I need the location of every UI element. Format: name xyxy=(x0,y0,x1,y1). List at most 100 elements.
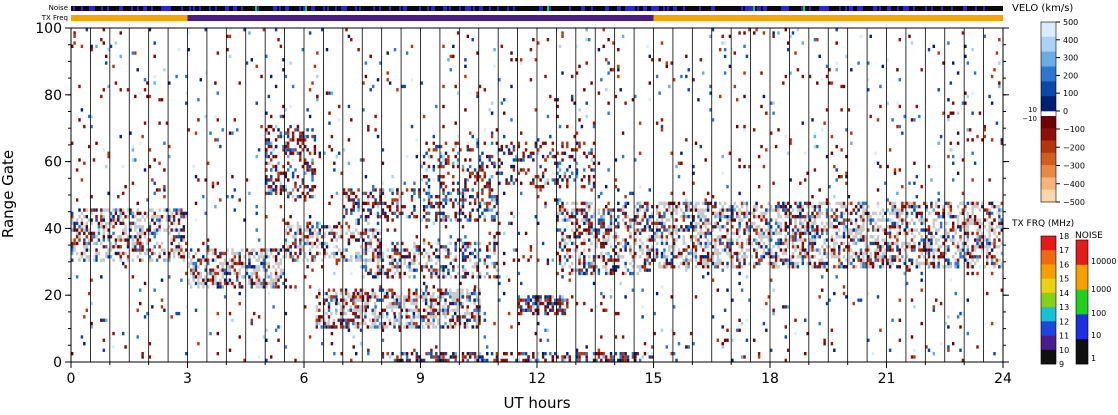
data-cell xyxy=(646,245,649,249)
data-cell xyxy=(762,248,766,252)
data-cell xyxy=(456,298,459,302)
data-cell xyxy=(287,148,290,152)
data-cell xyxy=(415,258,419,262)
data-cell xyxy=(408,251,411,256)
data-cell xyxy=(736,228,739,232)
data-cell xyxy=(422,208,426,212)
data-cell xyxy=(961,255,965,259)
data-cell xyxy=(359,231,363,236)
data-cell xyxy=(427,352,431,356)
data-cell xyxy=(609,358,613,363)
data-cell xyxy=(202,278,205,282)
data-cell xyxy=(274,164,278,169)
data-cell xyxy=(112,221,115,226)
data-cell xyxy=(677,255,681,259)
data-cell xyxy=(748,248,751,252)
data-cell xyxy=(903,258,906,262)
data-cell xyxy=(73,241,76,246)
data-cell xyxy=(910,228,914,232)
data-cell xyxy=(772,208,775,212)
data-cell xyxy=(976,238,979,242)
data-cell xyxy=(88,241,91,246)
data-cell xyxy=(248,278,251,282)
data-cell xyxy=(461,245,465,249)
data-cell xyxy=(563,245,567,249)
data-cell xyxy=(464,275,467,279)
data-cell xyxy=(415,352,419,356)
data-cell xyxy=(233,208,237,212)
noise-bar-sample xyxy=(379,6,381,11)
data-cell xyxy=(454,298,457,302)
data-cell xyxy=(437,301,440,306)
data-cell xyxy=(634,358,637,363)
data-cell xyxy=(390,288,394,292)
data-cell xyxy=(425,141,428,145)
data-cell xyxy=(369,195,372,199)
data-cell xyxy=(607,255,610,259)
data-cell xyxy=(439,265,443,269)
data-cell xyxy=(648,268,652,272)
data-cell xyxy=(816,215,819,219)
data-cell xyxy=(740,201,744,206)
noise-bar-sample xyxy=(757,6,759,11)
data-cell xyxy=(825,228,829,232)
data-cell xyxy=(321,245,324,249)
data-cell xyxy=(891,248,894,252)
data-cell xyxy=(279,114,283,119)
data-cell xyxy=(721,205,724,209)
data-cell xyxy=(270,158,273,162)
data-cell xyxy=(575,171,579,175)
data-cell xyxy=(595,245,598,249)
data-cell xyxy=(791,235,795,239)
data-cell xyxy=(469,355,472,359)
data-cell xyxy=(966,235,970,239)
data-cell xyxy=(231,131,234,135)
data-cell xyxy=(452,188,455,192)
data-cell xyxy=(422,255,426,259)
data-cell xyxy=(583,185,586,189)
data-cell xyxy=(83,238,86,242)
data-cell xyxy=(779,205,783,209)
data-cell xyxy=(177,311,181,316)
data-cell xyxy=(942,205,945,209)
data-cell xyxy=(687,201,690,206)
data-cell xyxy=(939,255,943,259)
data-cell xyxy=(537,308,540,312)
data-cell xyxy=(478,358,482,363)
data-cell xyxy=(418,245,421,249)
data-cell xyxy=(956,225,960,229)
data-cell xyxy=(886,245,889,249)
data-cell xyxy=(699,258,703,262)
data-cell xyxy=(80,211,84,216)
data-cell xyxy=(561,265,564,269)
data-cell xyxy=(563,238,567,242)
data-cell xyxy=(478,321,481,326)
data-cell xyxy=(136,225,139,229)
data-cell xyxy=(935,238,938,242)
data-cell xyxy=(847,261,851,266)
noise-bar-sample xyxy=(81,6,83,11)
data-cell xyxy=(653,235,656,239)
data-cell xyxy=(442,268,445,272)
data-cell xyxy=(342,205,346,209)
data-cell xyxy=(859,218,863,222)
data-cell xyxy=(660,201,664,206)
data-cell xyxy=(825,238,829,242)
noise-bar-sample xyxy=(759,6,761,11)
data-cell xyxy=(874,248,877,252)
data-cell xyxy=(590,271,593,276)
data-cell xyxy=(478,154,482,159)
data-cell xyxy=(376,228,380,232)
data-cell xyxy=(937,211,940,216)
noise-bar-sample xyxy=(341,6,343,11)
data-cell xyxy=(75,275,79,279)
data-cell xyxy=(925,208,928,212)
data-cell xyxy=(342,325,345,329)
data-cell xyxy=(828,205,831,209)
data-cell xyxy=(71,248,74,252)
data-cell xyxy=(134,235,137,239)
data-cell xyxy=(296,138,300,142)
data-cell xyxy=(777,245,780,249)
data-cell xyxy=(347,161,351,165)
data-cell xyxy=(854,231,858,236)
